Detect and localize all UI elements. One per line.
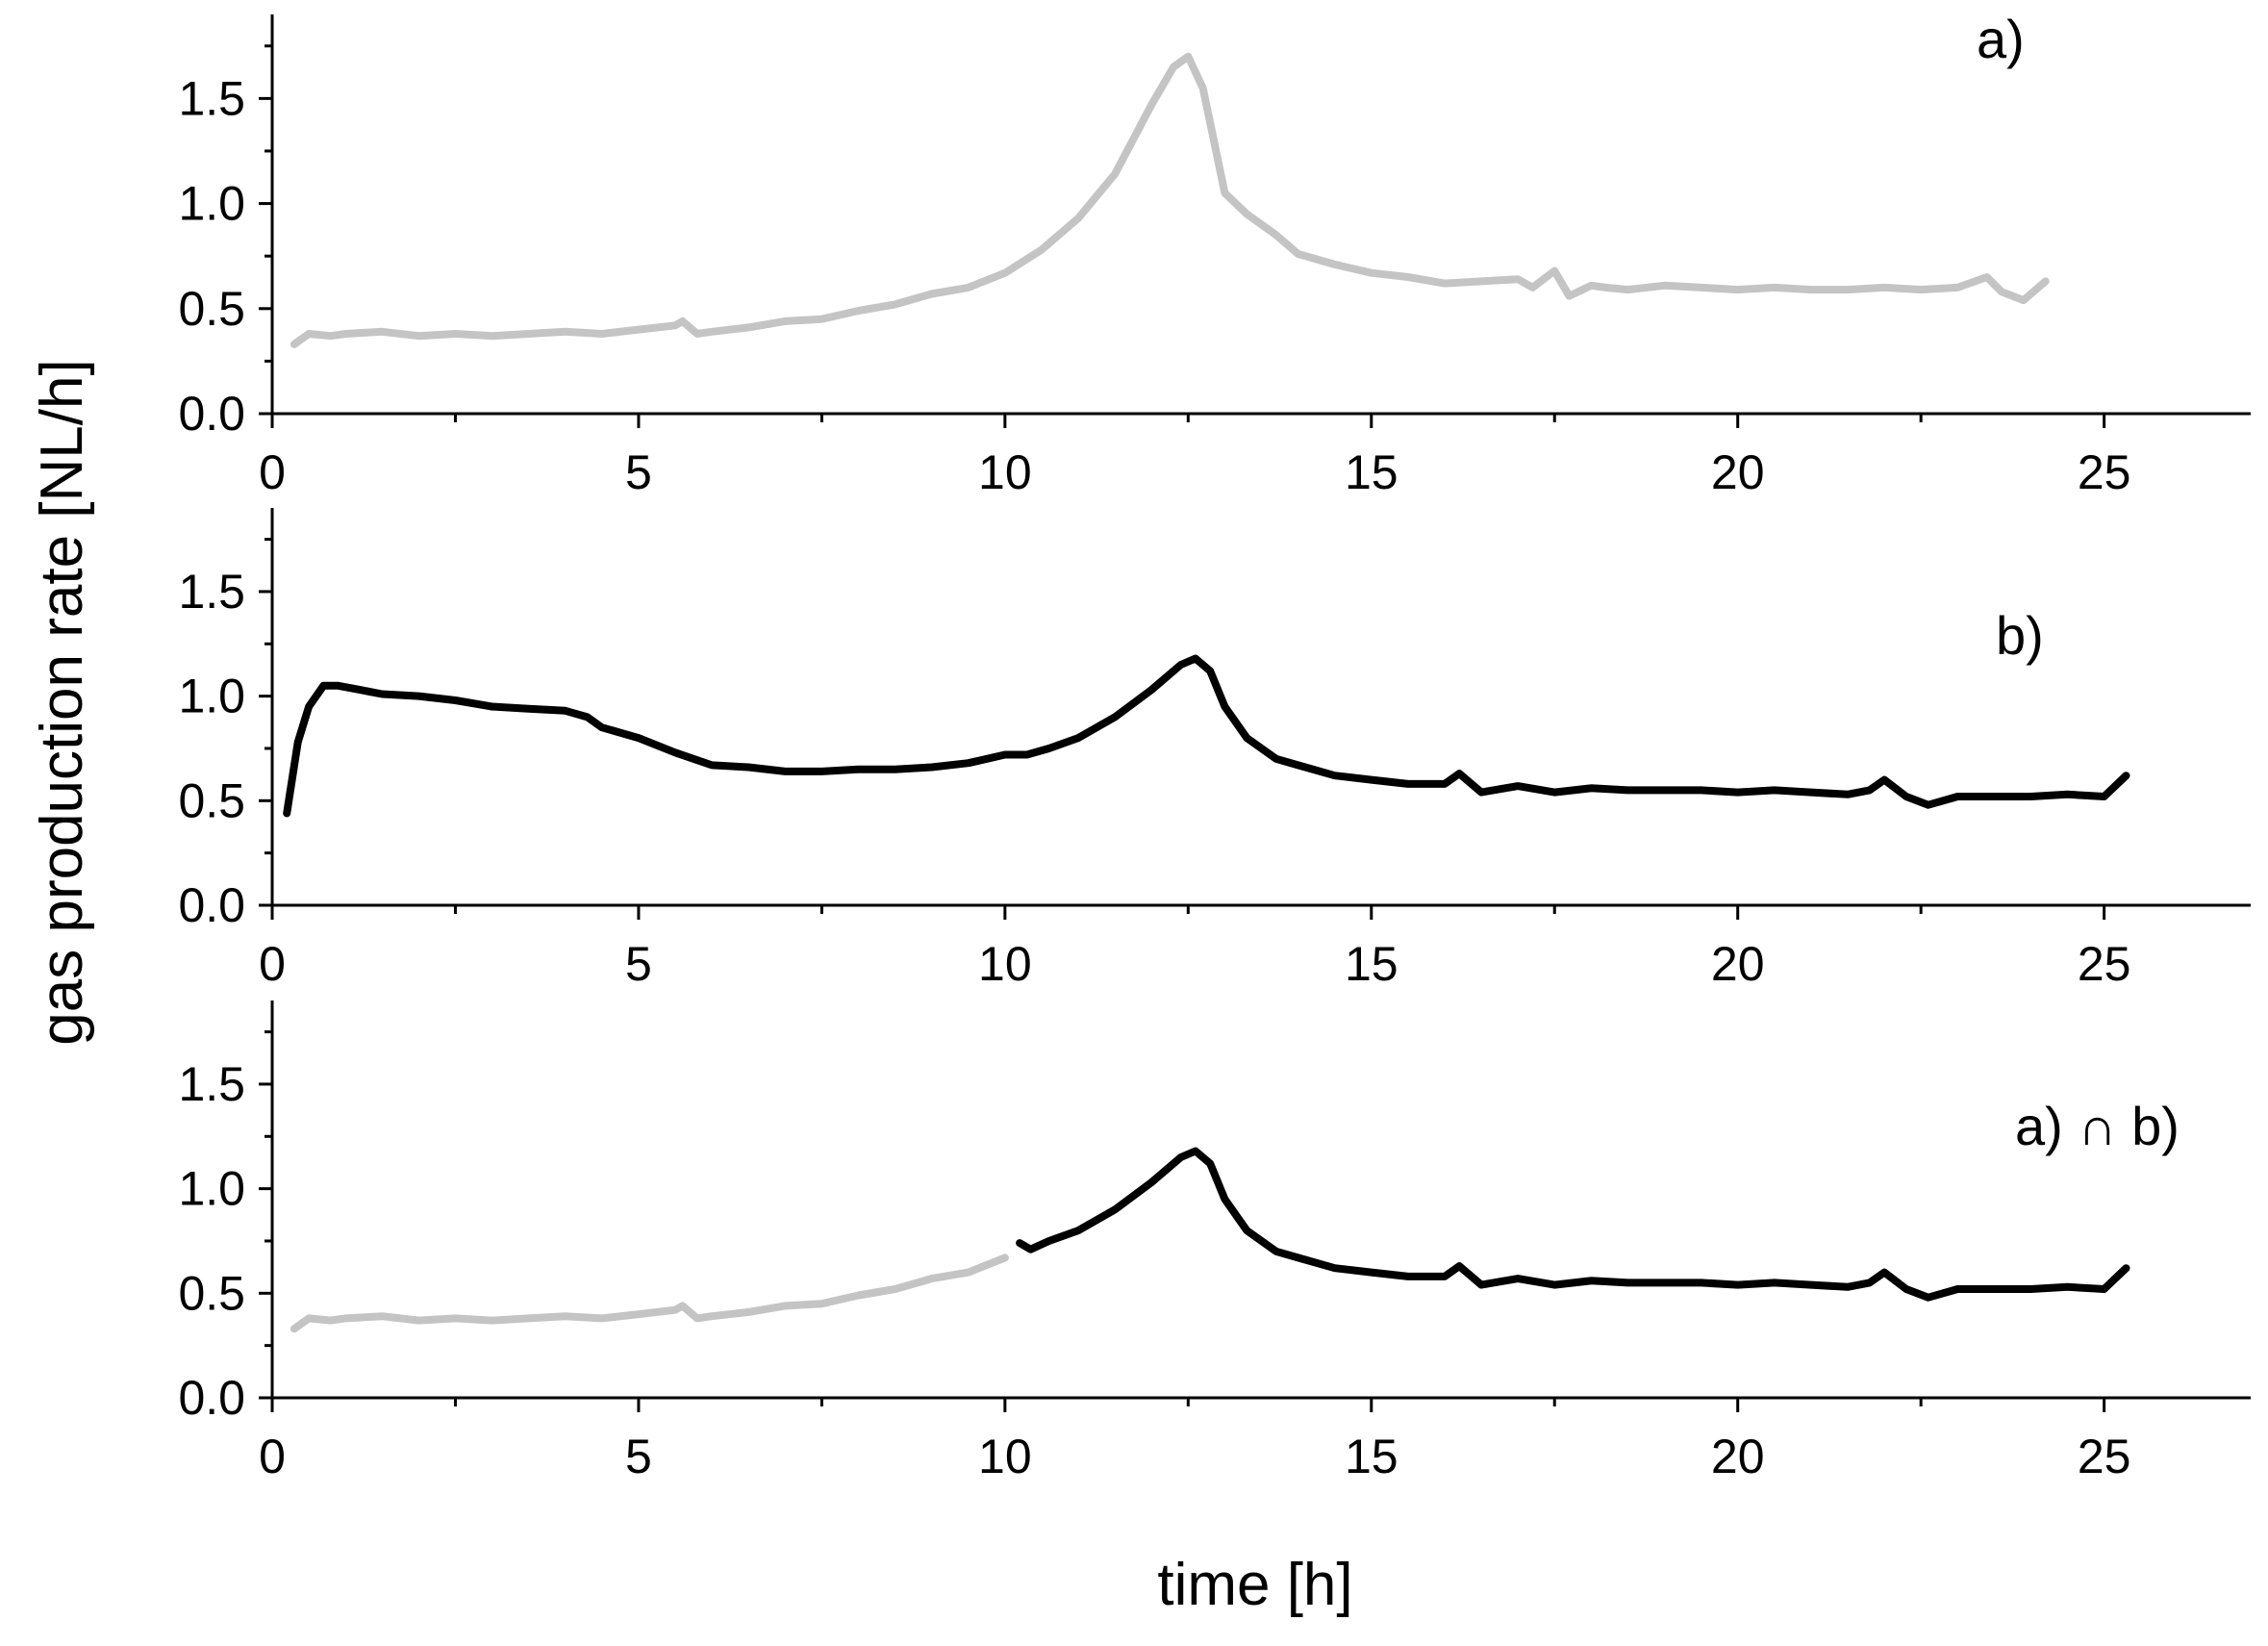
x-tick-label: 25 xyxy=(2078,445,2131,499)
y-axis-title: gas production rate [NL/h] xyxy=(29,359,95,1045)
x-tick-label: 5 xyxy=(625,1430,652,1483)
series-line-2 xyxy=(1016,1147,2130,1302)
y-tick-label: 0.5 xyxy=(178,1266,245,1320)
chart-panel-1: 0.0 0.5 1.0 1.5 0 5 10 15 20 25 a) xyxy=(178,9,2251,499)
x-tick-label: 20 xyxy=(1711,1430,1765,1483)
x-tick-label: 15 xyxy=(1345,445,1399,499)
panel-label: a) xyxy=(1977,9,2025,69)
series-line-1 xyxy=(290,52,2050,348)
x-tick-label: 0 xyxy=(259,937,286,991)
chart-panel-3: 0.0 0.5 1.0 1.5 0 5 10 15 20 25 a) ∩ b) xyxy=(178,1000,2251,1483)
x-tick-label: 5 xyxy=(625,937,652,991)
chart-panel-2: 0.0 0.5 1.0 1.5 0 5 10 15 20 25 b) xyxy=(178,508,2251,991)
y-tick-label: 1.0 xyxy=(178,670,245,723)
x-tick-label: 0 xyxy=(259,445,286,499)
x-tick-label: 25 xyxy=(2078,1430,2131,1483)
y-tick-label: 1.5 xyxy=(178,71,245,125)
y-tick-label: 1.5 xyxy=(178,1057,245,1111)
y-tick-label: 0.5 xyxy=(178,282,245,336)
y-tick-label: 0.0 xyxy=(178,387,245,441)
x-tick-label: 10 xyxy=(978,1430,1032,1483)
series-line-1 xyxy=(290,1253,1009,1333)
x-tick-label: 25 xyxy=(2078,937,2131,991)
x-tick-label: 10 xyxy=(978,937,1032,991)
x-tick-label: 15 xyxy=(1345,1430,1399,1483)
y-tick-label: 0.0 xyxy=(178,878,245,932)
y-tick-label: 1.5 xyxy=(178,565,245,619)
y-tick-label: 1.0 xyxy=(178,177,245,231)
x-tick-label: 0 xyxy=(259,1430,286,1483)
x-tick-label: 5 xyxy=(625,445,652,499)
x-tick-label: 20 xyxy=(1711,937,1765,991)
series-line-1 xyxy=(283,654,2130,818)
panel-label: b) xyxy=(1996,605,2044,666)
y-tick-label: 0.5 xyxy=(178,773,245,827)
y-tick-label: 1.0 xyxy=(178,1162,245,1216)
y-tick-label: 0.0 xyxy=(178,1371,245,1425)
x-tick-label: 20 xyxy=(1711,445,1765,499)
x-tick-label: 10 xyxy=(978,445,1032,499)
x-axis-title: time [h] xyxy=(1157,1552,1352,1618)
panel-label: a) ∩ b) xyxy=(2015,1096,2180,1156)
x-tick-label: 15 xyxy=(1345,937,1399,991)
